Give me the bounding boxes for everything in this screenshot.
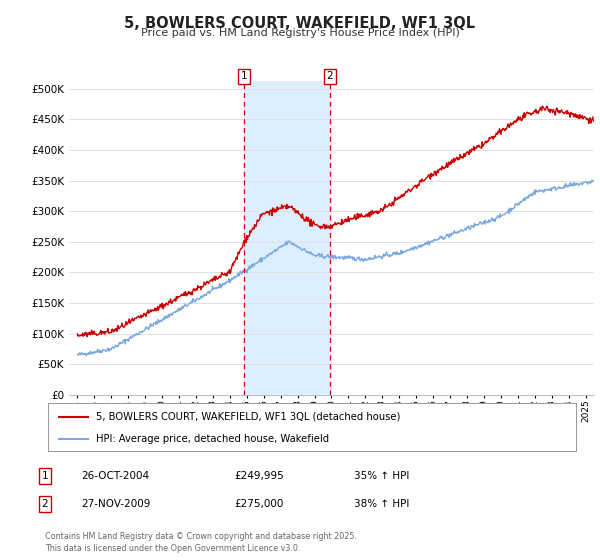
Text: 1: 1 — [241, 71, 247, 81]
Text: 2: 2 — [41, 499, 49, 509]
Text: 5, BOWLERS COURT, WAKEFIELD, WF1 3QL (detached house): 5, BOWLERS COURT, WAKEFIELD, WF1 3QL (de… — [95, 412, 400, 422]
Text: 2: 2 — [326, 71, 333, 81]
Text: £249,995: £249,995 — [234, 471, 284, 481]
Text: £275,000: £275,000 — [234, 499, 283, 509]
Text: 1: 1 — [41, 471, 49, 481]
Text: 26-OCT-2004: 26-OCT-2004 — [81, 471, 149, 481]
Text: 27-NOV-2009: 27-NOV-2009 — [81, 499, 151, 509]
Text: Contains HM Land Registry data © Crown copyright and database right 2025.
This d: Contains HM Land Registry data © Crown c… — [45, 533, 357, 553]
Text: Price paid vs. HM Land Registry's House Price Index (HPI): Price paid vs. HM Land Registry's House … — [140, 28, 460, 38]
Text: 5, BOWLERS COURT, WAKEFIELD, WF1 3QL: 5, BOWLERS COURT, WAKEFIELD, WF1 3QL — [124, 16, 476, 31]
Text: HPI: Average price, detached house, Wakefield: HPI: Average price, detached house, Wake… — [95, 434, 329, 444]
Text: 38% ↑ HPI: 38% ↑ HPI — [354, 499, 409, 509]
Text: 35% ↑ HPI: 35% ↑ HPI — [354, 471, 409, 481]
Bar — [244, 81, 330, 395]
